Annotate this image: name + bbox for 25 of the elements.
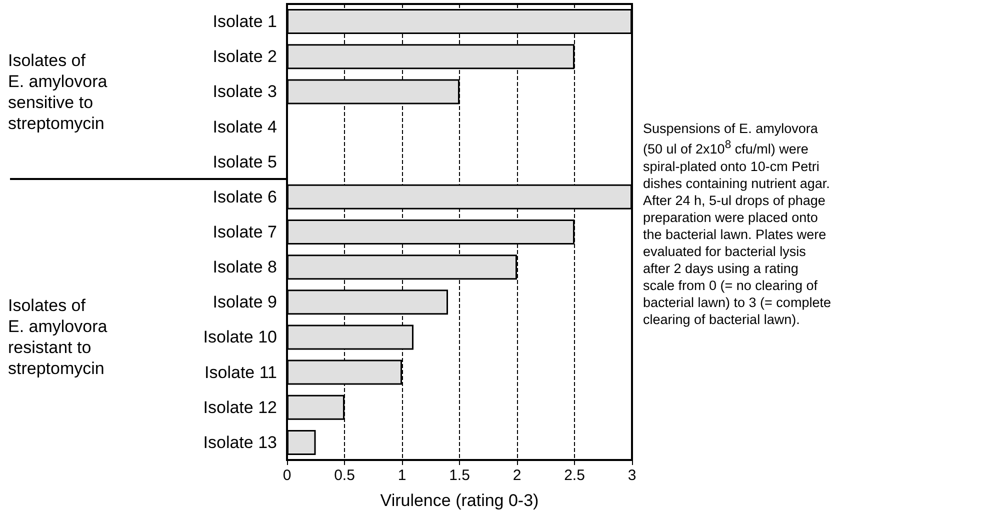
y-tick-label: Isolate 9: [212, 292, 277, 312]
y-tick-label: Isolate 1: [212, 12, 277, 32]
y-tick-label: Isolate 10: [203, 328, 277, 347]
x-tick-label: 0: [282, 467, 292, 484]
text: Isolates of E. amylovora sensitive to streptomycin: [8, 50, 108, 134]
x-tick-label: 1.5: [449, 467, 470, 484]
text: Isolates of E. amylovora resistant to streptomycin: [8, 295, 108, 380]
y-tick-label: Isolate 8: [212, 258, 277, 277]
x-tick-label: 1: [398, 467, 406, 484]
x-axis-title: Virulence (rating 0-3): [380, 491, 539, 510]
x-tick-label: 2: [512, 467, 522, 484]
y-tick-label: Isolate 6: [212, 187, 277, 206]
y-tick-label: Isolate 2: [212, 47, 277, 66]
y-tick-label: Isolate 13: [203, 432, 277, 452]
x-tick-label: 2.5: [564, 467, 585, 484]
y-tick-label: Isolate 3: [212, 82, 277, 102]
y-tick-label: Isolate 5: [212, 152, 277, 172]
y-tick-label: Isolate 4: [212, 117, 277, 136]
bar: [287, 430, 316, 455]
x-tick-label: 3: [628, 467, 636, 484]
y-tick-label: Isolate 11: [204, 362, 277, 382]
y-tick-label: Isolate 12: [203, 398, 277, 417]
y-tick-label: Isolate 7: [212, 222, 277, 242]
x-tick-label: 0.5: [334, 467, 355, 484]
text: Suspensions of E. amylovora (50 ul of 2x10$^{8}$ cfu/ml) were spiral-plated onto 10-cm Petri dishes containing nutrient agar. After 24 h, 5-ul drops of phage preparation were placed onto the bacterial lawn. Plates were evaluated for bacterial lysis after 2 days using a rating scale from 0 (= no clearing of bacterial lawn) to 3 (= complete clearing of bacterial lawn).: [643, 121, 831, 326]
